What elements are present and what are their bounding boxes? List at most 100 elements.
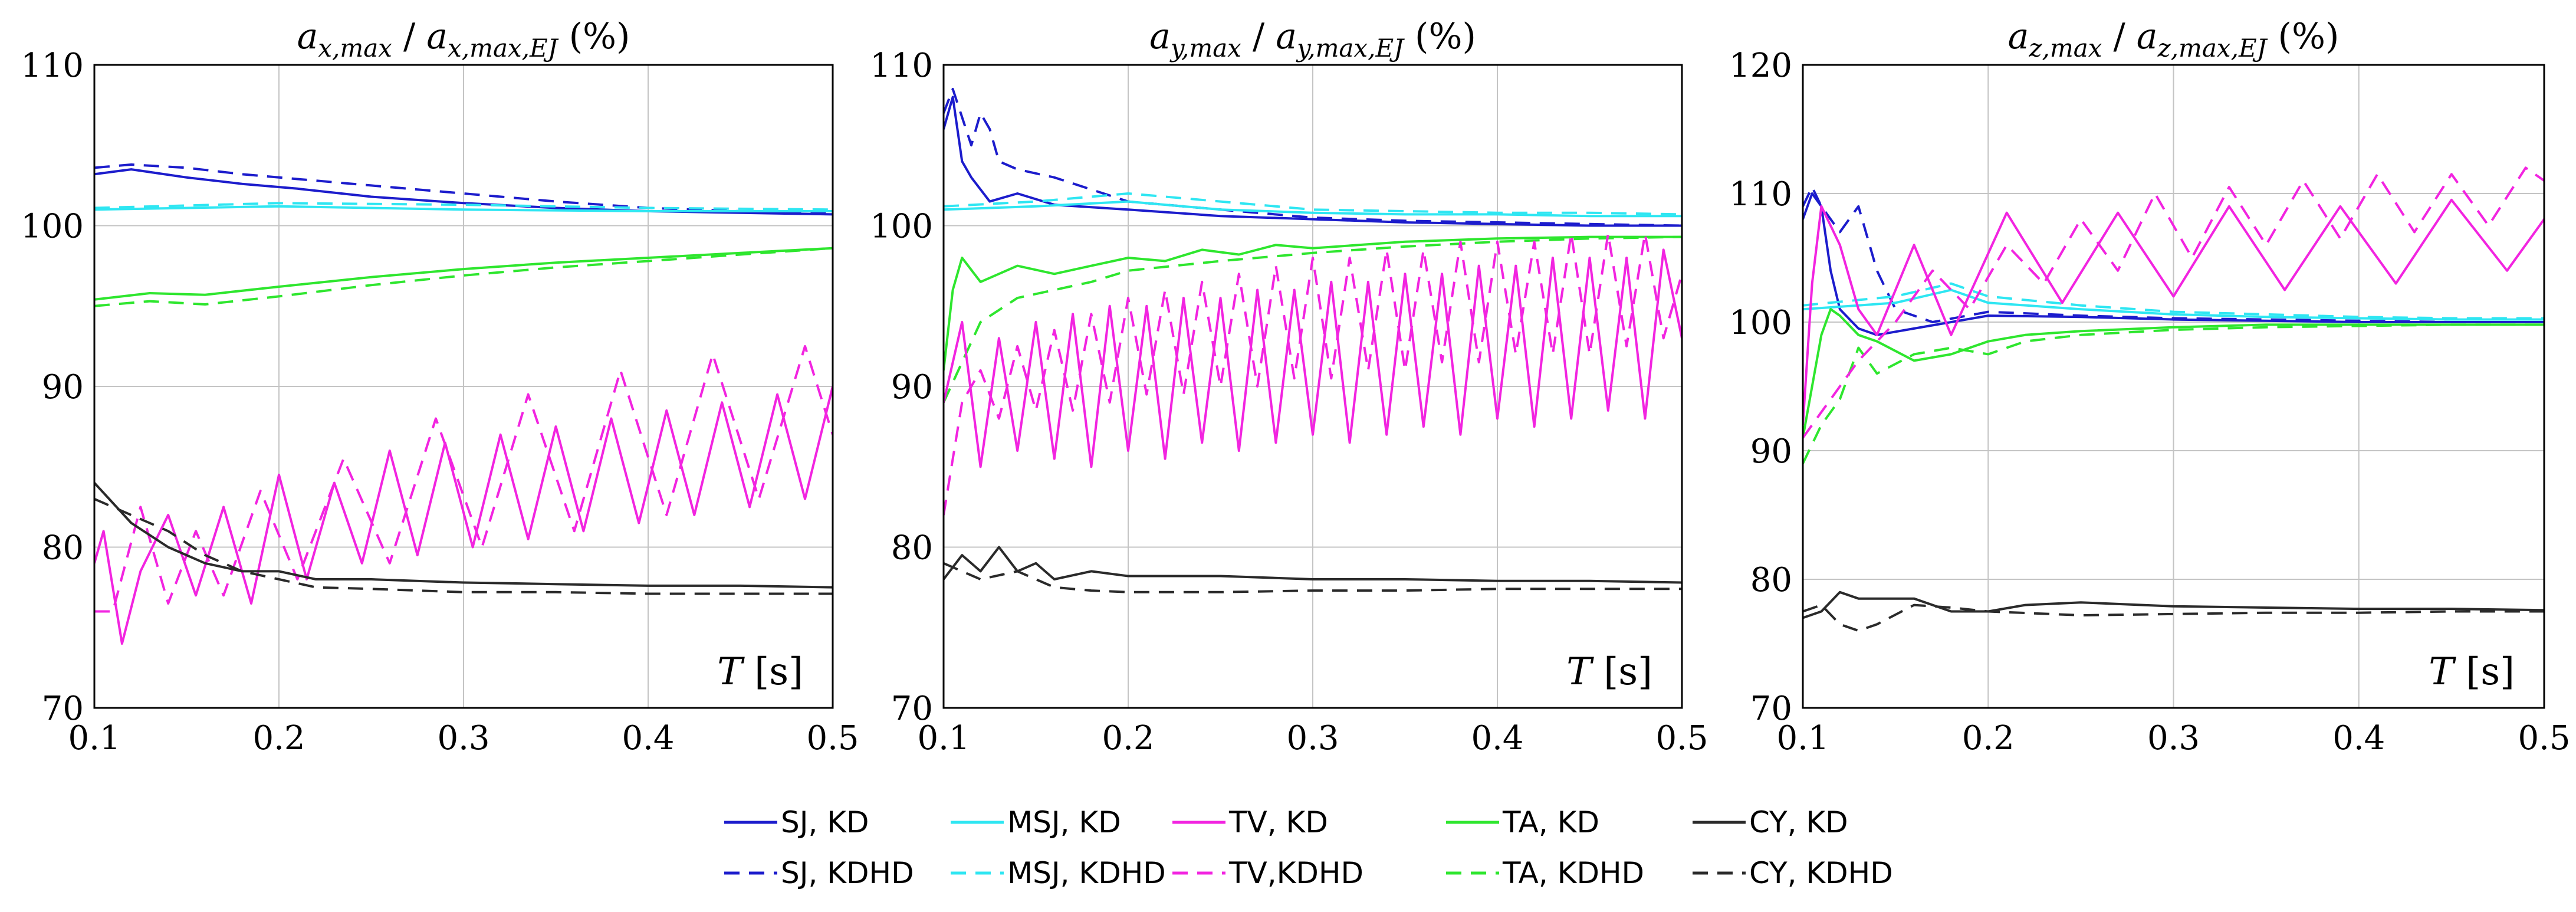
legend-entry-msj-kd: MSJ, KD [951,805,1121,839]
plot-frame [93,64,834,709]
title-part-sep: / [1241,16,1276,57]
legend-label: TA, KDHD [1502,856,1644,890]
legend-label: TA, KD [1502,805,1599,839]
x-axis-label-unit: [s] [742,650,803,694]
x-tick-label: 0.2 [1962,719,2015,757]
y-tick-label: 80 [891,529,933,567]
x-axis-label-symbol: T [2429,650,2456,694]
series-group [1803,166,2544,632]
x-axis-label-unit: [s] [2454,650,2515,694]
legend-label: SJ, KDHD [781,856,914,890]
series-sj-kdhd [1803,186,2544,323]
series-msj-kd [944,200,1682,218]
title-part-s2: z,max,EJ [2157,34,2268,63]
x-tick-label: 0.4 [622,719,674,757]
series-sj-kdhd [94,163,833,214]
series-sj-kdhd [944,87,1682,227]
series-msj-kd [94,205,833,212]
x-tick-label: 0.3 [437,719,489,757]
y-tick-label: 110 [21,47,84,85]
x-tick-label: 0.4 [1471,719,1523,757]
legend-label: SJ, KD [781,805,869,839]
x-axis-label: T [s] [2429,650,2515,694]
y-tick-label: 70 [891,690,933,728]
title-part-a1: a [297,16,318,57]
x-tick-label: 0.1 [1776,719,1829,757]
legend-entry-cy-kdhd: CY, KDHD [1693,856,1893,890]
title-part-s2: y,max,EJ [1296,34,1405,63]
series-ta-kdhd [1803,323,2544,464]
y-tick-label: 90 [891,368,933,406]
x-axis-label: T [s] [1566,650,1652,694]
series-group [944,87,1682,593]
legend-entry-sj-kdhd: SJ, KDHD [724,856,914,890]
x-axis-label: T [s] [717,650,803,694]
x-tick-label: 0.1 [68,719,120,757]
y-tick-label: 90 [42,368,84,406]
title-part-s1: z,max [2028,34,2102,63]
title-part-a2: a [1276,16,1297,57]
title-part-s1: y,max [1169,34,1241,63]
series-group [94,163,833,645]
x-tick-label: 0.5 [1655,719,1708,757]
series-ta-kd [944,235,1682,371]
y-tick-label: 100 [1729,304,1792,342]
series-cy-kdhd [944,562,1682,593]
title-part-s1: x,max [318,34,392,63]
series-tv-kdhd [1803,166,2544,439]
legend: SJ, KD MSJ, KD TV, KD TA, KD CY, KD SJ, KDHD M… [724,805,1893,890]
legend-label: TV, KD [1228,805,1328,839]
legend-entry-sj-kd: SJ, KD [724,805,869,839]
series-msj-kdhd [1803,282,2544,320]
legend-entry-tv-kdhd: TV,KDHD [1172,856,1363,890]
title-part-s2: x,max,EJ [448,34,559,63]
series-cy-kd [944,546,1682,584]
series-tv-kd [944,248,1682,468]
y-tick-label: 70 [42,690,84,728]
panel-title: ax,max / ax,max,EJ (%) [297,16,630,63]
series-ta-kd [1803,308,2544,438]
series-tv-kdhd [944,232,1682,516]
title-part-a2: a [426,16,448,57]
panel-title: az,max / az,max,EJ (%) [2008,16,2340,63]
title-part-sep: / [392,16,426,57]
grid [943,64,1683,708]
x-axis-label-unit: [s] [1592,650,1652,694]
legend-entry-ta-kd: TA, KD [1446,805,1599,839]
y-tick-label: 100 [21,208,84,246]
series-cy-kdhd [1803,603,2544,632]
legend-entry-cy-kd: CY, KD [1693,805,1848,839]
series-cy-kd [94,482,833,589]
legend-entry-tv-kd: TV, KD [1172,805,1328,839]
title-part-tail: (%) [1404,16,1476,57]
legend-entry-ta-kdhd: TA, KDHD [1446,856,1644,890]
legend-label: CY, KD [1749,805,1848,839]
x-tick-label: 0.4 [2332,719,2385,757]
y-tick-label: 90 [1750,432,1792,471]
title-part-a2: a [2137,16,2158,57]
y-tick-label: 80 [42,529,84,567]
x-tick-label: 0.2 [252,719,305,757]
x-axis-label-symbol: T [717,650,745,694]
series-tv-kdhd [94,345,833,613]
x-axis-label-symbol: T [1566,650,1594,694]
y-tick-label: 80 [1750,561,1792,599]
series-cy-kdhd [94,497,833,595]
series-ta-kdhd [94,247,833,307]
x-tick-label: 0.2 [1102,719,1154,757]
legend-entry-msj-kdhd: MSJ, KDHD [951,856,1166,890]
x-tick-label: 0.3 [1286,719,1339,757]
y-tick-label: 110 [870,47,933,85]
title-part-a1: a [1149,16,1171,57]
x-tick-label: 0.5 [2518,719,2570,757]
panel-title: ay,max / ay,max,EJ (%) [1149,16,1476,63]
x-tick-label: 0.5 [806,719,859,757]
title-part-sep: / [2102,16,2136,57]
series-ta-kdhd [944,235,1682,403]
x-tick-label: 0.3 [2147,719,2200,757]
